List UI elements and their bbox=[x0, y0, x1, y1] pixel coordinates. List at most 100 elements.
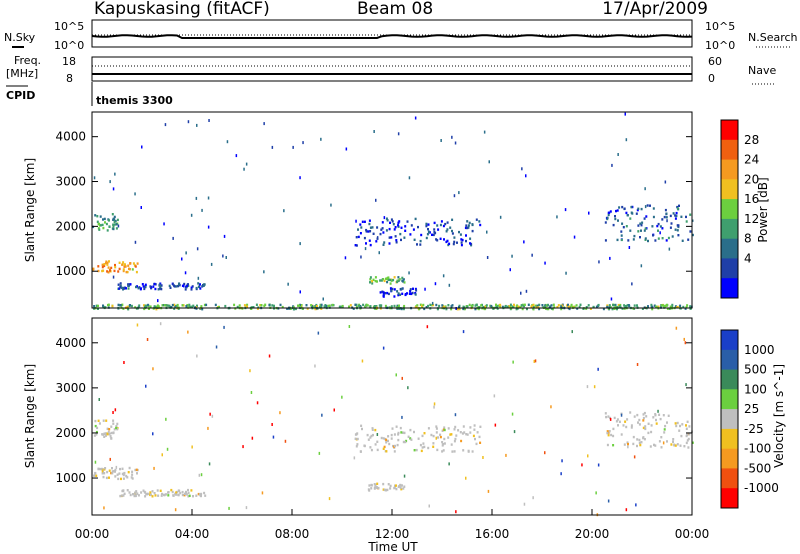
noise-cell bbox=[685, 383, 687, 387]
range-cell bbox=[433, 221, 436, 225]
range-cell bbox=[458, 305, 460, 309]
range-cell bbox=[397, 224, 399, 227]
noise-cell bbox=[635, 503, 637, 507]
range-cell bbox=[666, 307, 669, 310]
range-cell bbox=[650, 424, 653, 427]
range-cell bbox=[621, 205, 624, 209]
range-cell bbox=[129, 262, 132, 265]
range-cell bbox=[153, 492, 156, 495]
noise-cell bbox=[565, 271, 567, 275]
power-colorbar-frame bbox=[720, 119, 739, 299]
range-cell bbox=[182, 304, 185, 307]
range-cell bbox=[168, 305, 171, 308]
noise-cell bbox=[166, 447, 169, 451]
range-cell bbox=[435, 238, 438, 241]
range-cell bbox=[672, 440, 674, 443]
range-cell bbox=[618, 305, 621, 308]
range-cell bbox=[607, 431, 610, 434]
range-cell bbox=[446, 221, 449, 224]
range-cell bbox=[402, 440, 405, 444]
range-cell bbox=[456, 308, 459, 311]
range-cell bbox=[122, 473, 125, 477]
noise-cell bbox=[595, 491, 597, 495]
range-cell bbox=[470, 242, 473, 246]
noise-cell bbox=[163, 222, 165, 226]
nsearch-tick-bottom: 10^0 bbox=[705, 39, 735, 52]
noise-cell bbox=[628, 246, 631, 249]
freq-strip: Freq. [MHz] 18 8 60 0 Nave CPID themis 3… bbox=[6, 54, 776, 107]
range-cell bbox=[149, 305, 152, 308]
range-cell bbox=[660, 446, 663, 449]
noise-cell bbox=[292, 145, 294, 149]
range-cell bbox=[468, 303, 471, 307]
noise-cell bbox=[424, 287, 426, 291]
range-cell bbox=[680, 215, 683, 218]
range-cell bbox=[403, 281, 406, 284]
range-cell bbox=[259, 304, 262, 307]
noise-cell bbox=[435, 436, 437, 440]
range-cell bbox=[399, 293, 402, 296]
noise-cell bbox=[454, 141, 457, 145]
range-cell bbox=[613, 303, 616, 307]
range-cell bbox=[620, 433, 623, 436]
cpid-value: themis 3300 bbox=[96, 94, 173, 107]
range-cell bbox=[414, 292, 417, 295]
range-cell bbox=[489, 304, 492, 308]
range-cell bbox=[97, 265, 100, 268]
range-cell bbox=[443, 426, 446, 429]
range-cell bbox=[475, 442, 478, 446]
range-cell bbox=[550, 304, 553, 307]
range-cell bbox=[646, 204, 649, 207]
noise-cell bbox=[414, 116, 417, 120]
cpid-label: CPID bbox=[6, 89, 35, 102]
noise-cell bbox=[683, 337, 685, 341]
range-cell bbox=[633, 415, 636, 418]
range-cell bbox=[451, 450, 454, 453]
range-cell bbox=[556, 306, 559, 309]
noise-cell bbox=[598, 260, 600, 264]
range-cell bbox=[663, 428, 666, 431]
range-cell bbox=[550, 307, 553, 310]
colorbar-tick-label: 12 bbox=[744, 212, 759, 226]
range-cell bbox=[99, 467, 102, 471]
range-cell bbox=[630, 211, 633, 214]
range-cell bbox=[256, 307, 259, 310]
range-cell bbox=[446, 239, 449, 243]
range-cell bbox=[200, 492, 203, 496]
range-cell bbox=[435, 303, 438, 307]
range-cell bbox=[363, 236, 366, 240]
range-cell bbox=[395, 241, 398, 244]
range-cell bbox=[675, 211, 678, 215]
range-cell bbox=[134, 491, 137, 494]
range-cell bbox=[106, 261, 109, 264]
noise-cell bbox=[344, 256, 347, 260]
range-cell bbox=[386, 280, 389, 284]
range-cell bbox=[515, 307, 518, 311]
range-cell bbox=[609, 210, 612, 213]
range-cell bbox=[122, 489, 125, 492]
range-cell bbox=[95, 430, 98, 434]
range-cell bbox=[355, 433, 358, 436]
range-cell bbox=[444, 222, 447, 226]
range-cell bbox=[101, 472, 104, 475]
range-cell bbox=[471, 223, 474, 226]
noise-cell bbox=[659, 231, 661, 235]
range-cell bbox=[130, 476, 133, 479]
range-cell bbox=[547, 307, 550, 311]
noise-cell bbox=[209, 412, 211, 416]
range-cell bbox=[383, 279, 386, 283]
noise-cell bbox=[184, 271, 187, 275]
range-cell bbox=[678, 204, 680, 207]
range-cell bbox=[393, 228, 396, 231]
noise-cell bbox=[245, 162, 248, 166]
noise-cell bbox=[201, 208, 203, 212]
noise-cell bbox=[341, 395, 343, 399]
range-cell bbox=[103, 263, 106, 266]
range-cell bbox=[661, 227, 664, 230]
range-cell bbox=[113, 215, 116, 219]
range-cell bbox=[403, 304, 406, 308]
noise-cell bbox=[250, 391, 253, 394]
range-cell bbox=[602, 307, 605, 311]
noise-cell bbox=[571, 330, 573, 334]
range-cell bbox=[674, 422, 677, 425]
